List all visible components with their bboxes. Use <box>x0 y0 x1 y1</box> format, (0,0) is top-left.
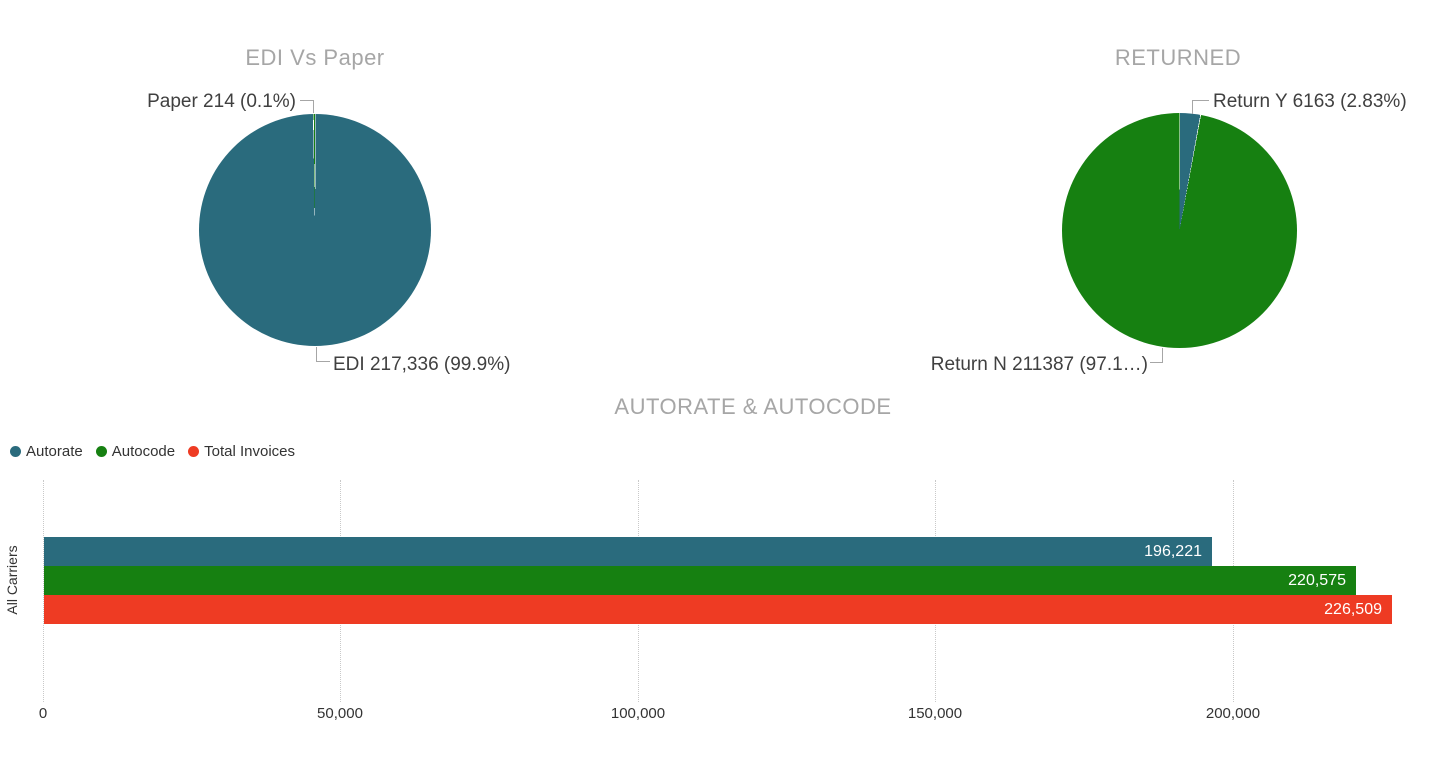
legend-item-autorate[interactable]: Autorate <box>10 443 83 460</box>
legend-item-total-invoices[interactable]: Total Invoices <box>188 443 295 460</box>
pie-label-return-n: Return N 211387 (97.1…) <box>930 354 1148 375</box>
pie-label-paper: Paper 214 (0.1%) <box>147 91 296 112</box>
bar-chart-legend: Autorate Autocode Total Invoices <box>10 443 295 460</box>
pie-returned[interactable] <box>1062 113 1297 348</box>
bar-chart-title: AUTORATE & AUTOCODE <box>614 394 892 419</box>
pie-label-edi: EDI 217,336 (99.9%) <box>333 354 511 375</box>
x-axis-tick-200000: 200,000 <box>1205 705 1261 722</box>
leader-line-paper <box>300 100 314 113</box>
pie-returned-title: RETURNED <box>1114 45 1242 70</box>
bar-autorate[interactable]: 196,221 <box>44 537 1212 566</box>
bar-value-label: 196,221 <box>1144 543 1202 560</box>
legend-item-autocode[interactable]: Autocode <box>95 443 176 460</box>
x-axis-tick-150000: 150,000 <box>907 705 963 722</box>
legend-label-autocode: Autocode <box>111 443 176 460</box>
leader-line-return-y <box>1192 100 1209 114</box>
pie-label-return-y: Return Y 6163 (2.83%) <box>1213 91 1407 112</box>
legend-dot-autocode-icon <box>95 446 107 457</box>
legend-dot-autorate-icon <box>10 446 21 457</box>
x-axis-tick-50000: 50,000 <box>317 705 363 722</box>
x-axis-tick-0: 0 <box>38 705 48 722</box>
gridline-0 <box>43 480 44 702</box>
pie-edi-vs-paper[interactable] <box>199 114 431 346</box>
bar-group-all-carriers: 196,221 220,575 226,509 <box>44 537 1392 624</box>
legend-label-autorate: Autorate <box>26 443 83 460</box>
y-axis-category-label: All Carriers <box>4 545 20 615</box>
legend-dot-total-invoices-icon <box>188 446 200 457</box>
legend-label-total-invoices: Total Invoices <box>204 443 295 460</box>
bar-value-label: 220,575 <box>1288 572 1346 589</box>
bar-total-invoices[interactable]: 226,509 <box>44 595 1392 624</box>
leader-line-edi <box>316 347 330 362</box>
x-axis-tick-100000: 100,000 <box>610 705 666 722</box>
pie-edi-vs-paper-title: EDI Vs Paper <box>245 45 385 70</box>
bar-value-label: 226,509 <box>1324 601 1382 618</box>
bar-autocode[interactable]: 220,575 <box>44 566 1356 595</box>
leader-line-return-n <box>1150 348 1163 363</box>
